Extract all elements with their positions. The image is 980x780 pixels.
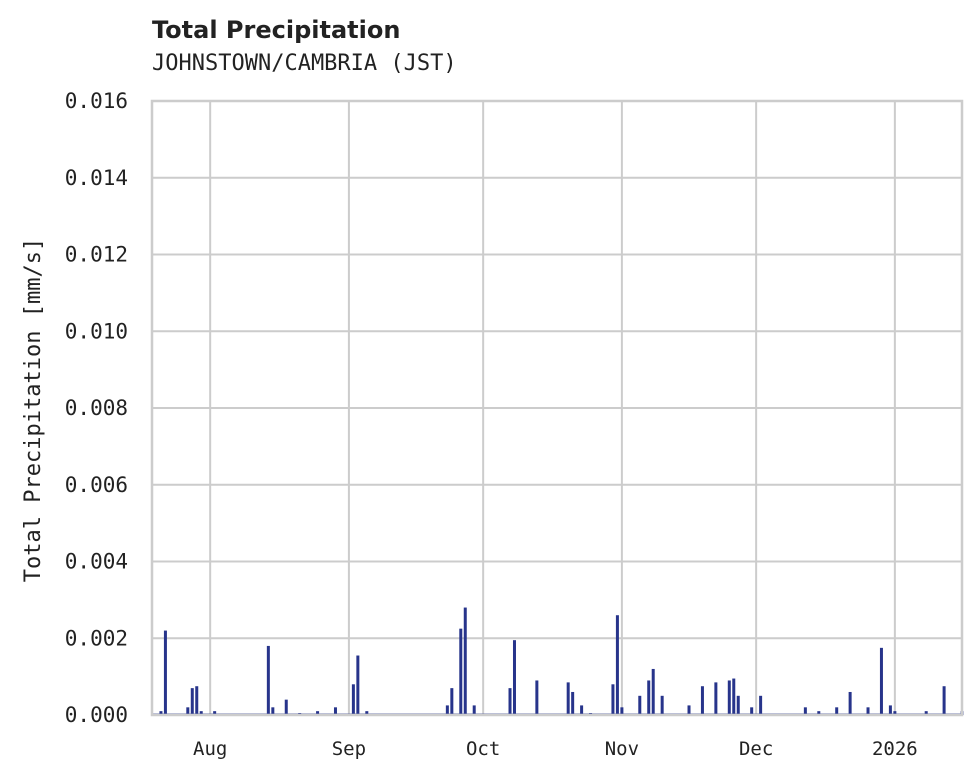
precip-bar — [750, 707, 754, 715]
precip-bar — [535, 680, 539, 715]
precip-bar — [190, 688, 194, 715]
precip-bar — [615, 615, 619, 715]
precip-bar — [835, 707, 839, 715]
precip-bar — [199, 711, 203, 715]
grid-lines — [152, 100, 962, 716]
precip-bar — [687, 705, 691, 715]
precip-bar — [316, 711, 320, 715]
precip-bar — [195, 686, 199, 715]
precip-bar — [924, 711, 928, 715]
precip-bar — [866, 707, 870, 715]
plot-frame — [150, 99, 964, 717]
x-tick-label: Dec — [739, 738, 773, 760]
precip-bar — [611, 684, 615, 715]
y-tick-label: 0.002 — [65, 626, 128, 650]
y-tick-label: 0.016 — [65, 89, 128, 113]
chart-title: Total Precipitation — [152, 16, 401, 44]
precip-bar — [512, 640, 516, 715]
precip-bar — [271, 707, 275, 715]
y-tick-label: 0.014 — [65, 166, 128, 190]
precip-bar — [163, 630, 167, 715]
precip-bar — [879, 647, 883, 715]
x-tick-label: Nov — [605, 738, 639, 760]
precip-bar — [284, 699, 288, 715]
chart-subtitle: JOHNSTOWN/CAMBRIA (JST) — [152, 51, 457, 76]
precip-bar — [736, 695, 740, 715]
precip-bar — [266, 645, 270, 715]
precip-bar — [333, 707, 337, 715]
precip-bar — [356, 655, 360, 715]
y-tick-label: 0.010 — [65, 319, 128, 343]
x-tick-label: Sep — [332, 738, 366, 760]
precip-bar — [888, 705, 892, 715]
precip-bar — [459, 628, 463, 715]
precip-bar — [445, 705, 449, 715]
y-tick-label: 0.008 — [65, 396, 128, 420]
precip-bar — [186, 707, 190, 715]
x-tick-label: 2026 — [872, 738, 918, 760]
precip-bar — [463, 607, 467, 715]
precip-bar — [638, 695, 642, 715]
precip-bar — [714, 682, 718, 715]
precip-bar — [159, 711, 163, 715]
precip-bar — [727, 680, 731, 715]
precip-bar — [508, 688, 512, 715]
precip-bar — [620, 707, 624, 715]
precip-bar — [660, 695, 664, 715]
x-tick-label: Aug — [193, 738, 227, 760]
precip-bar — [580, 705, 584, 715]
precip-bar — [942, 686, 946, 715]
y-tick-label: 0.012 — [65, 243, 128, 267]
precip-bar — [651, 668, 655, 715]
precip-bar — [566, 682, 570, 715]
precip-bar — [213, 711, 217, 715]
precip-bar — [803, 707, 807, 715]
y-tick-label: 0.000 — [65, 703, 128, 727]
x-axis-ticks: Aug Sep Oct Nov Dec 2026 — [193, 738, 918, 760]
precip-bar — [647, 680, 651, 715]
precip-bar — [759, 695, 763, 715]
precip-bar — [450, 688, 454, 715]
y-tick-label: 0.004 — [65, 550, 128, 574]
precip-bar — [893, 711, 897, 715]
precip-bar — [472, 705, 476, 715]
y-tick-label: 0.006 — [65, 473, 128, 497]
precip-bar — [817, 711, 821, 715]
precip-bar — [365, 711, 369, 715]
y-axis-label: Total Precipitation [mm/s] — [21, 238, 46, 582]
precipitation-bars — [152, 607, 964, 715]
precip-bar — [351, 684, 355, 715]
x-tick-label: Oct — [466, 738, 500, 760]
y-axis-ticks: 0.000 0.002 0.004 0.006 0.008 0.010 0.012 0.014… — [65, 89, 128, 727]
precip-bar — [571, 691, 575, 715]
precip-bar — [848, 691, 852, 715]
precip-bar — [700, 686, 704, 715]
precip-bar — [732, 678, 736, 715]
